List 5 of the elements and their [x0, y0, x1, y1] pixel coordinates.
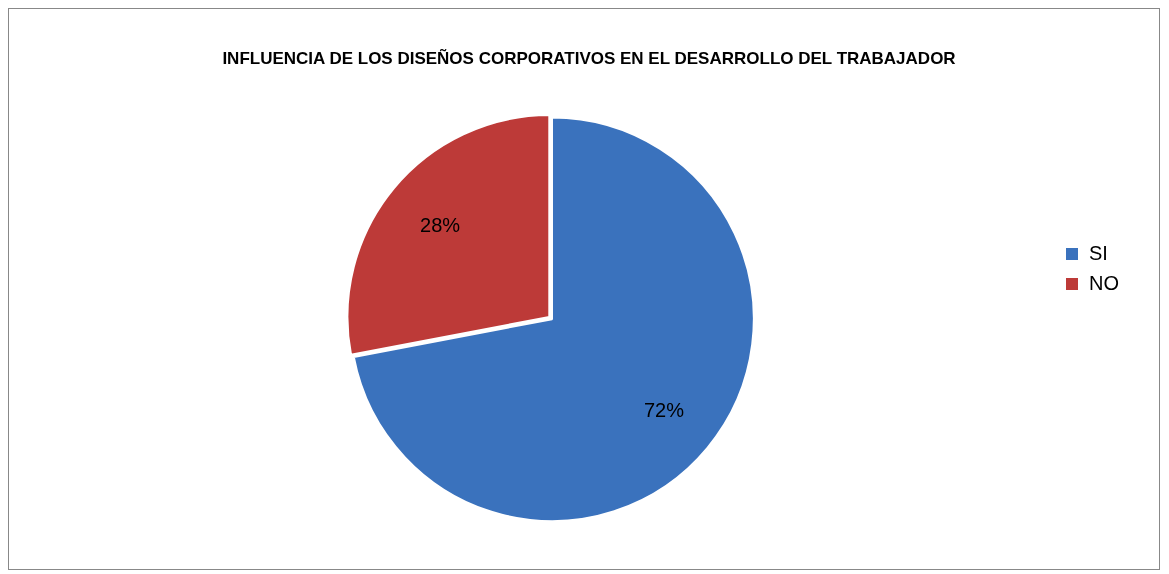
data-label: 72% [643, 399, 685, 422]
chart-title: INFLUENCIA DE LOS DISEÑOS CORPORATIVOS EN EL DESARROLLO DEL TRABAJADOR [222, 47, 956, 68]
data-label: 28% [420, 214, 461, 237]
legend-label: SI [1089, 241, 1108, 264]
legend-label: NO [1089, 271, 1119, 294]
